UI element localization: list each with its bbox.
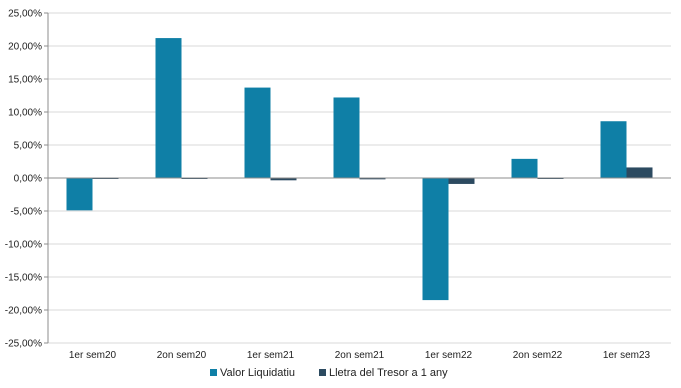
bar-valor-liquidatiu xyxy=(600,121,627,178)
y-tick-label: 5,00% xyxy=(14,141,42,152)
bar-lletra-tresor xyxy=(626,167,653,178)
bar-valor-liquidatiu xyxy=(422,178,449,301)
y-tick-label: -20,00% xyxy=(5,306,42,317)
y-tick-label: -10,00% xyxy=(5,240,42,251)
bar-valor-liquidatiu xyxy=(244,87,271,178)
legend-swatch xyxy=(319,369,326,376)
legend-label: Lletra del Tresor a 1 any xyxy=(329,367,448,379)
bar-valor-liquidatiu xyxy=(66,178,93,211)
y-tick-label: 15,00% xyxy=(8,75,42,86)
y-tick-label: -25,00% xyxy=(5,339,42,350)
bar-valor-liquidatiu xyxy=(155,38,182,178)
y-tick-label: 20,00% xyxy=(8,42,42,53)
y-tick-label: 10,00% xyxy=(8,108,42,119)
x-tick-label: 2on sem20 xyxy=(157,350,207,361)
y-tick-label: 0,00% xyxy=(14,174,42,185)
x-tick-label: 2on sem21 xyxy=(335,350,385,361)
x-tick-label: 1er sem22 xyxy=(425,350,473,361)
y-tick-label: -15,00% xyxy=(5,273,42,284)
legend-swatch xyxy=(210,369,217,376)
y-tick-label: -5,00% xyxy=(10,207,42,218)
x-tick-label: 1er sem23 xyxy=(603,350,651,361)
y-tick-label: 25,00% xyxy=(8,9,42,20)
x-tick-label: 1er sem21 xyxy=(247,350,295,361)
legend-label: Valor Liquidatiu xyxy=(220,367,295,379)
x-tick-label: 1er sem20 xyxy=(69,350,117,361)
bar-lletra-tresor xyxy=(448,178,475,184)
bar-valor-liquidatiu xyxy=(333,97,360,178)
bar-lletra-tresor xyxy=(270,178,297,181)
bar-valor-liquidatiu xyxy=(511,158,538,178)
bar-lletra-tresor xyxy=(359,178,386,180)
x-tick-label: 2on sem22 xyxy=(513,350,563,361)
